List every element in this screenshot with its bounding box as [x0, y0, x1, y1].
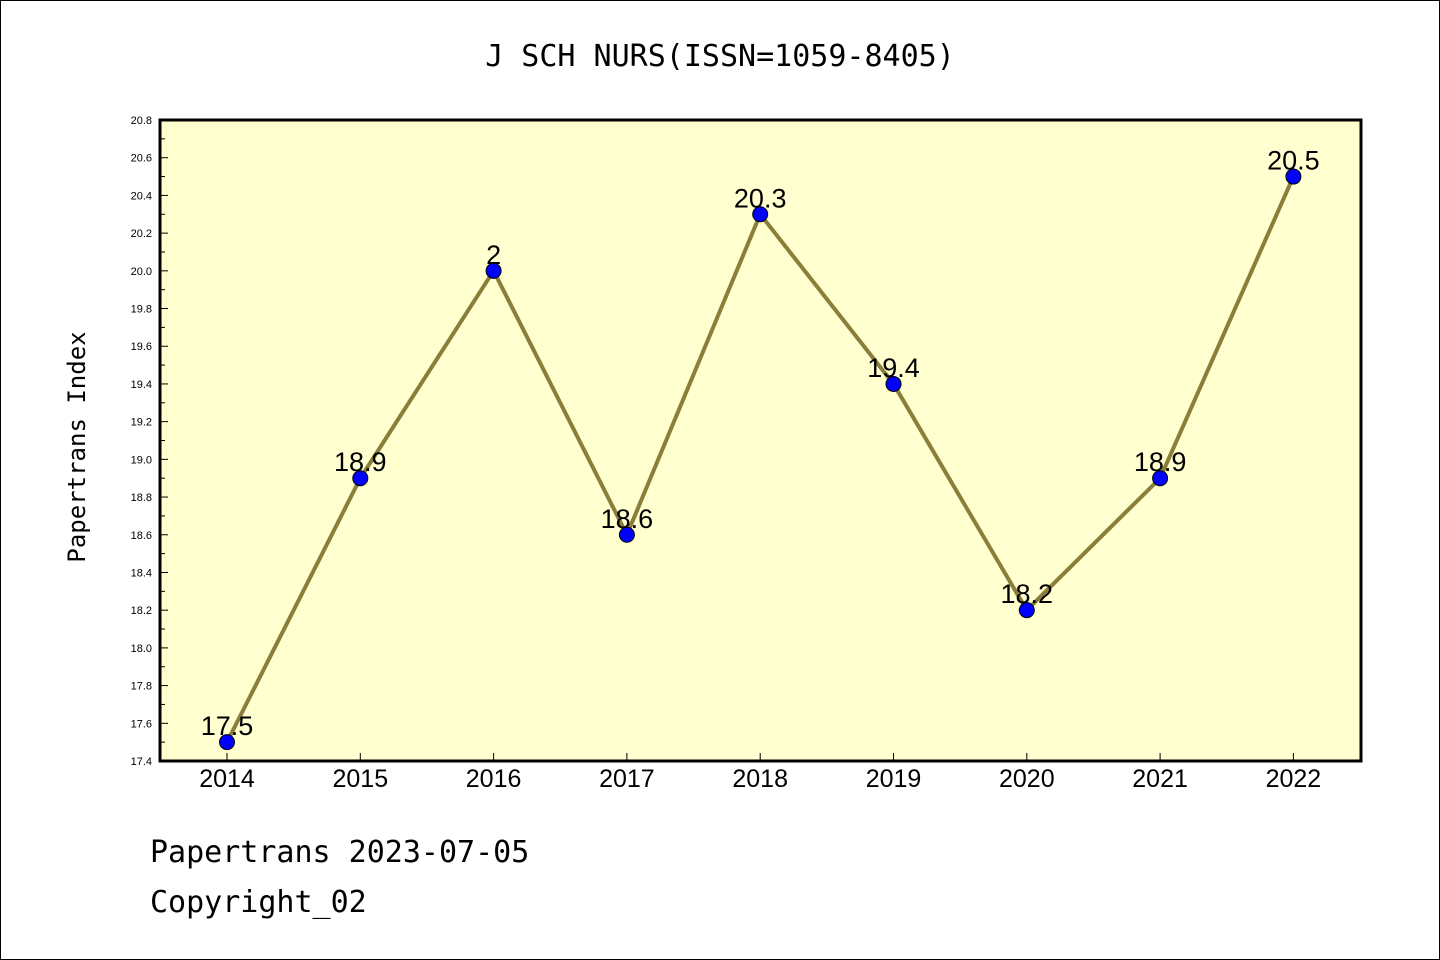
x-tick-label: 2016: [466, 765, 522, 793]
y-tick-label: 17.8: [131, 681, 152, 693]
x-tick-label: 2017: [599, 765, 655, 793]
data-label: 18.9: [334, 447, 387, 477]
y-axis-ticks: 17.4 17.6 17.8 18.0 18.2 18.4 18.6 18.8 19.0 19.2…: [131, 115, 168, 768]
y-tick-label: 20.2: [131, 228, 152, 240]
x-tick-label: 2019: [866, 765, 922, 793]
data-label: 18.9: [1134, 447, 1187, 477]
data-point: [1152, 470, 1169, 487]
data-label: 20.5: [1267, 146, 1320, 176]
data-label: 18.6: [601, 504, 654, 534]
y-tick-label: 18.8: [131, 492, 152, 504]
data-label: 2: [486, 240, 501, 270]
y-tick-label: 19.6: [131, 341, 152, 353]
footer-copyright: Copyright_02: [150, 885, 367, 920]
data-point: [752, 206, 769, 223]
x-axis-ticks: 2014 2015 2016 2017 2018 2019 2020 2021 2022: [199, 753, 1321, 793]
data-point: [618, 526, 635, 543]
y-tick-label: 20.4: [131, 190, 152, 202]
x-tick-label: 2021: [1132, 765, 1188, 793]
y-tick-label: 18.0: [131, 643, 152, 655]
x-tick-label: 2014: [199, 765, 255, 793]
y-tick-label: 17.4: [131, 756, 152, 768]
data-label: 17.5: [201, 711, 254, 741]
y-axis-label: Papertrans Index: [63, 331, 91, 562]
data-label: 20.3: [734, 183, 787, 213]
y-tick-label: 20.8: [131, 115, 152, 127]
footer-date: Papertrans 2023-07-05: [150, 835, 530, 870]
data-point: [1285, 168, 1302, 185]
data-point: [485, 262, 502, 279]
data-label: 19.4: [867, 353, 920, 383]
data-point: [219, 734, 235, 751]
y-tick-label: 19.8: [131, 304, 152, 316]
y-tick-label: 20.6: [131, 153, 152, 165]
x-tick-label: 2020: [999, 765, 1055, 793]
y-tick-label: 18.4: [131, 567, 152, 579]
data-point: [1018, 602, 1035, 619]
x-tick-label: 2018: [732, 765, 788, 793]
y-tick-label: 18.6: [131, 530, 152, 542]
y-tick-label: 18.2: [131, 605, 152, 617]
y-tick-label: 20.0: [131, 266, 152, 278]
y-tick-label: 19.0: [131, 454, 152, 466]
y-tick-label: 19.2: [131, 417, 152, 429]
data-label: 18.2: [1001, 579, 1054, 609]
y-tick-label: 17.6: [131, 718, 152, 730]
x-tick-label: 2022: [1266, 765, 1322, 793]
chart-title: J SCH NURS(ISSN=1059-8405): [485, 39, 955, 74]
data-series: [219, 168, 1302, 751]
plot-area: [158, 118, 1363, 763]
y-tick-label: 19.4: [131, 379, 152, 391]
x-tick-label: 2015: [332, 765, 388, 793]
data-point: [885, 375, 902, 392]
data-point: [352, 470, 369, 487]
data-labels: 17.5 18.9 2 18.6 20.3 19.4 18.2 18.9 20.5: [201, 146, 1320, 742]
